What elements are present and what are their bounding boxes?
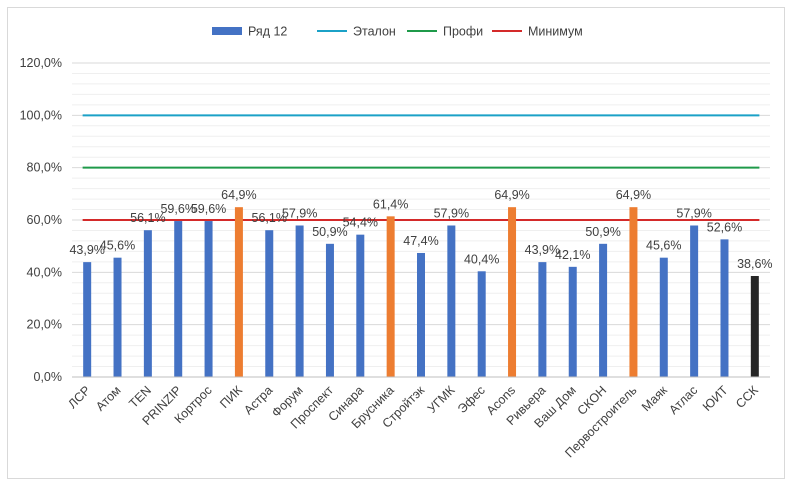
legend-swatch <box>212 27 242 35</box>
data-label: 64,9% <box>616 188 651 202</box>
y-tick-label: 80,0% <box>27 161 62 175</box>
x-tick-label: Атлас <box>666 383 700 417</box>
data-label: 45,6% <box>646 239 681 253</box>
bar-Атлас <box>690 225 699 377</box>
data-label: 59,6% <box>191 202 226 216</box>
data-label: 42,1% <box>555 248 590 262</box>
bar-СКОН <box>599 243 608 377</box>
data-label: 43,9% <box>525 243 560 257</box>
data-label: 64,9% <box>221 188 256 202</box>
bar-ПИК <box>234 207 243 377</box>
x-tick-label: Эфес <box>455 383 488 416</box>
reference-lines <box>82 114 760 221</box>
y-tick-label: 0,0% <box>34 370 63 384</box>
y-tick-label: 100,0% <box>20 108 62 122</box>
bar-Астра <box>265 230 274 377</box>
bar-Синара <box>356 234 365 377</box>
legend-label: Профи <box>443 25 483 39</box>
bar-Атом <box>113 257 122 377</box>
data-label: 64,9% <box>494 188 529 202</box>
data-label: 43,9% <box>69 243 104 257</box>
bar-ССК <box>750 275 759 377</box>
bar-ЮИТ <box>720 239 729 377</box>
data-label: 59,6% <box>160 202 195 216</box>
bar-УГМК <box>447 225 456 377</box>
bar-Проспект <box>325 243 334 377</box>
data-label: 52,6% <box>707 220 742 234</box>
x-tick-label: Маяк <box>639 383 670 414</box>
bar-Стройтэк <box>417 252 425 377</box>
data-label: 47,4% <box>403 234 438 248</box>
x-tick-label: ЮИТ <box>700 383 731 414</box>
y-tick-label: 20,0% <box>27 318 62 332</box>
x-tick-label: ЛСР <box>65 383 93 411</box>
bar-Кортрос <box>204 221 213 377</box>
bar-Эфес <box>477 271 486 377</box>
data-label: 38,6% <box>737 257 772 271</box>
data-labels: 43,9%45,6%56,1%59,6%59,6%64,9%56,1%57,9%… <box>69 188 772 271</box>
chart-frame <box>7 7 785 479</box>
bar-TEN <box>143 230 152 377</box>
data-label: 56,1% <box>252 211 287 225</box>
y-tick-label: 60,0% <box>27 213 62 227</box>
bar-ЛСР <box>83 262 92 377</box>
y-tick-label: 40,0% <box>27 265 62 279</box>
bars <box>83 207 759 377</box>
bar-Acons <box>508 207 517 377</box>
bar-Первостроитель <box>629 207 638 377</box>
data-label: 50,9% <box>585 225 620 239</box>
bar-PRINZIP <box>174 221 183 377</box>
data-label: 57,9% <box>282 206 317 220</box>
data-label: 61,4% <box>373 197 408 211</box>
data-label: 40,4% <box>464 252 499 266</box>
legend-label: Минимум <box>528 25 583 39</box>
bar-Ваш Дом <box>568 266 577 377</box>
x-tick-label: УГМК <box>425 383 458 416</box>
data-label: 54,4% <box>343 216 378 230</box>
y-axis: 0,0% 20,0% 40,0% 60,0% 80,0% 100,0% 120,0% <box>20 56 62 384</box>
bar-Маяк <box>659 257 668 377</box>
y-tick-label: 120,0% <box>20 56 62 70</box>
data-label: 57,9% <box>676 206 711 220</box>
data-label: 45,6% <box>100 239 135 253</box>
bar-Ривьера <box>538 262 547 377</box>
x-tick-label: Атом <box>93 383 124 414</box>
data-label: 57,9% <box>434 206 469 220</box>
legend-label: Ряд 12 <box>248 25 287 39</box>
legend-label: Эталон <box>353 25 396 39</box>
bar-Брусника <box>386 216 395 377</box>
x-tick-label: ССК <box>733 383 761 411</box>
data-label: 50,9% <box>312 225 347 239</box>
legend: Ряд 12 Эталон Профи Минимум <box>212 25 583 39</box>
data-label: 56,1% <box>130 211 165 225</box>
bar-Форум <box>295 225 304 377</box>
